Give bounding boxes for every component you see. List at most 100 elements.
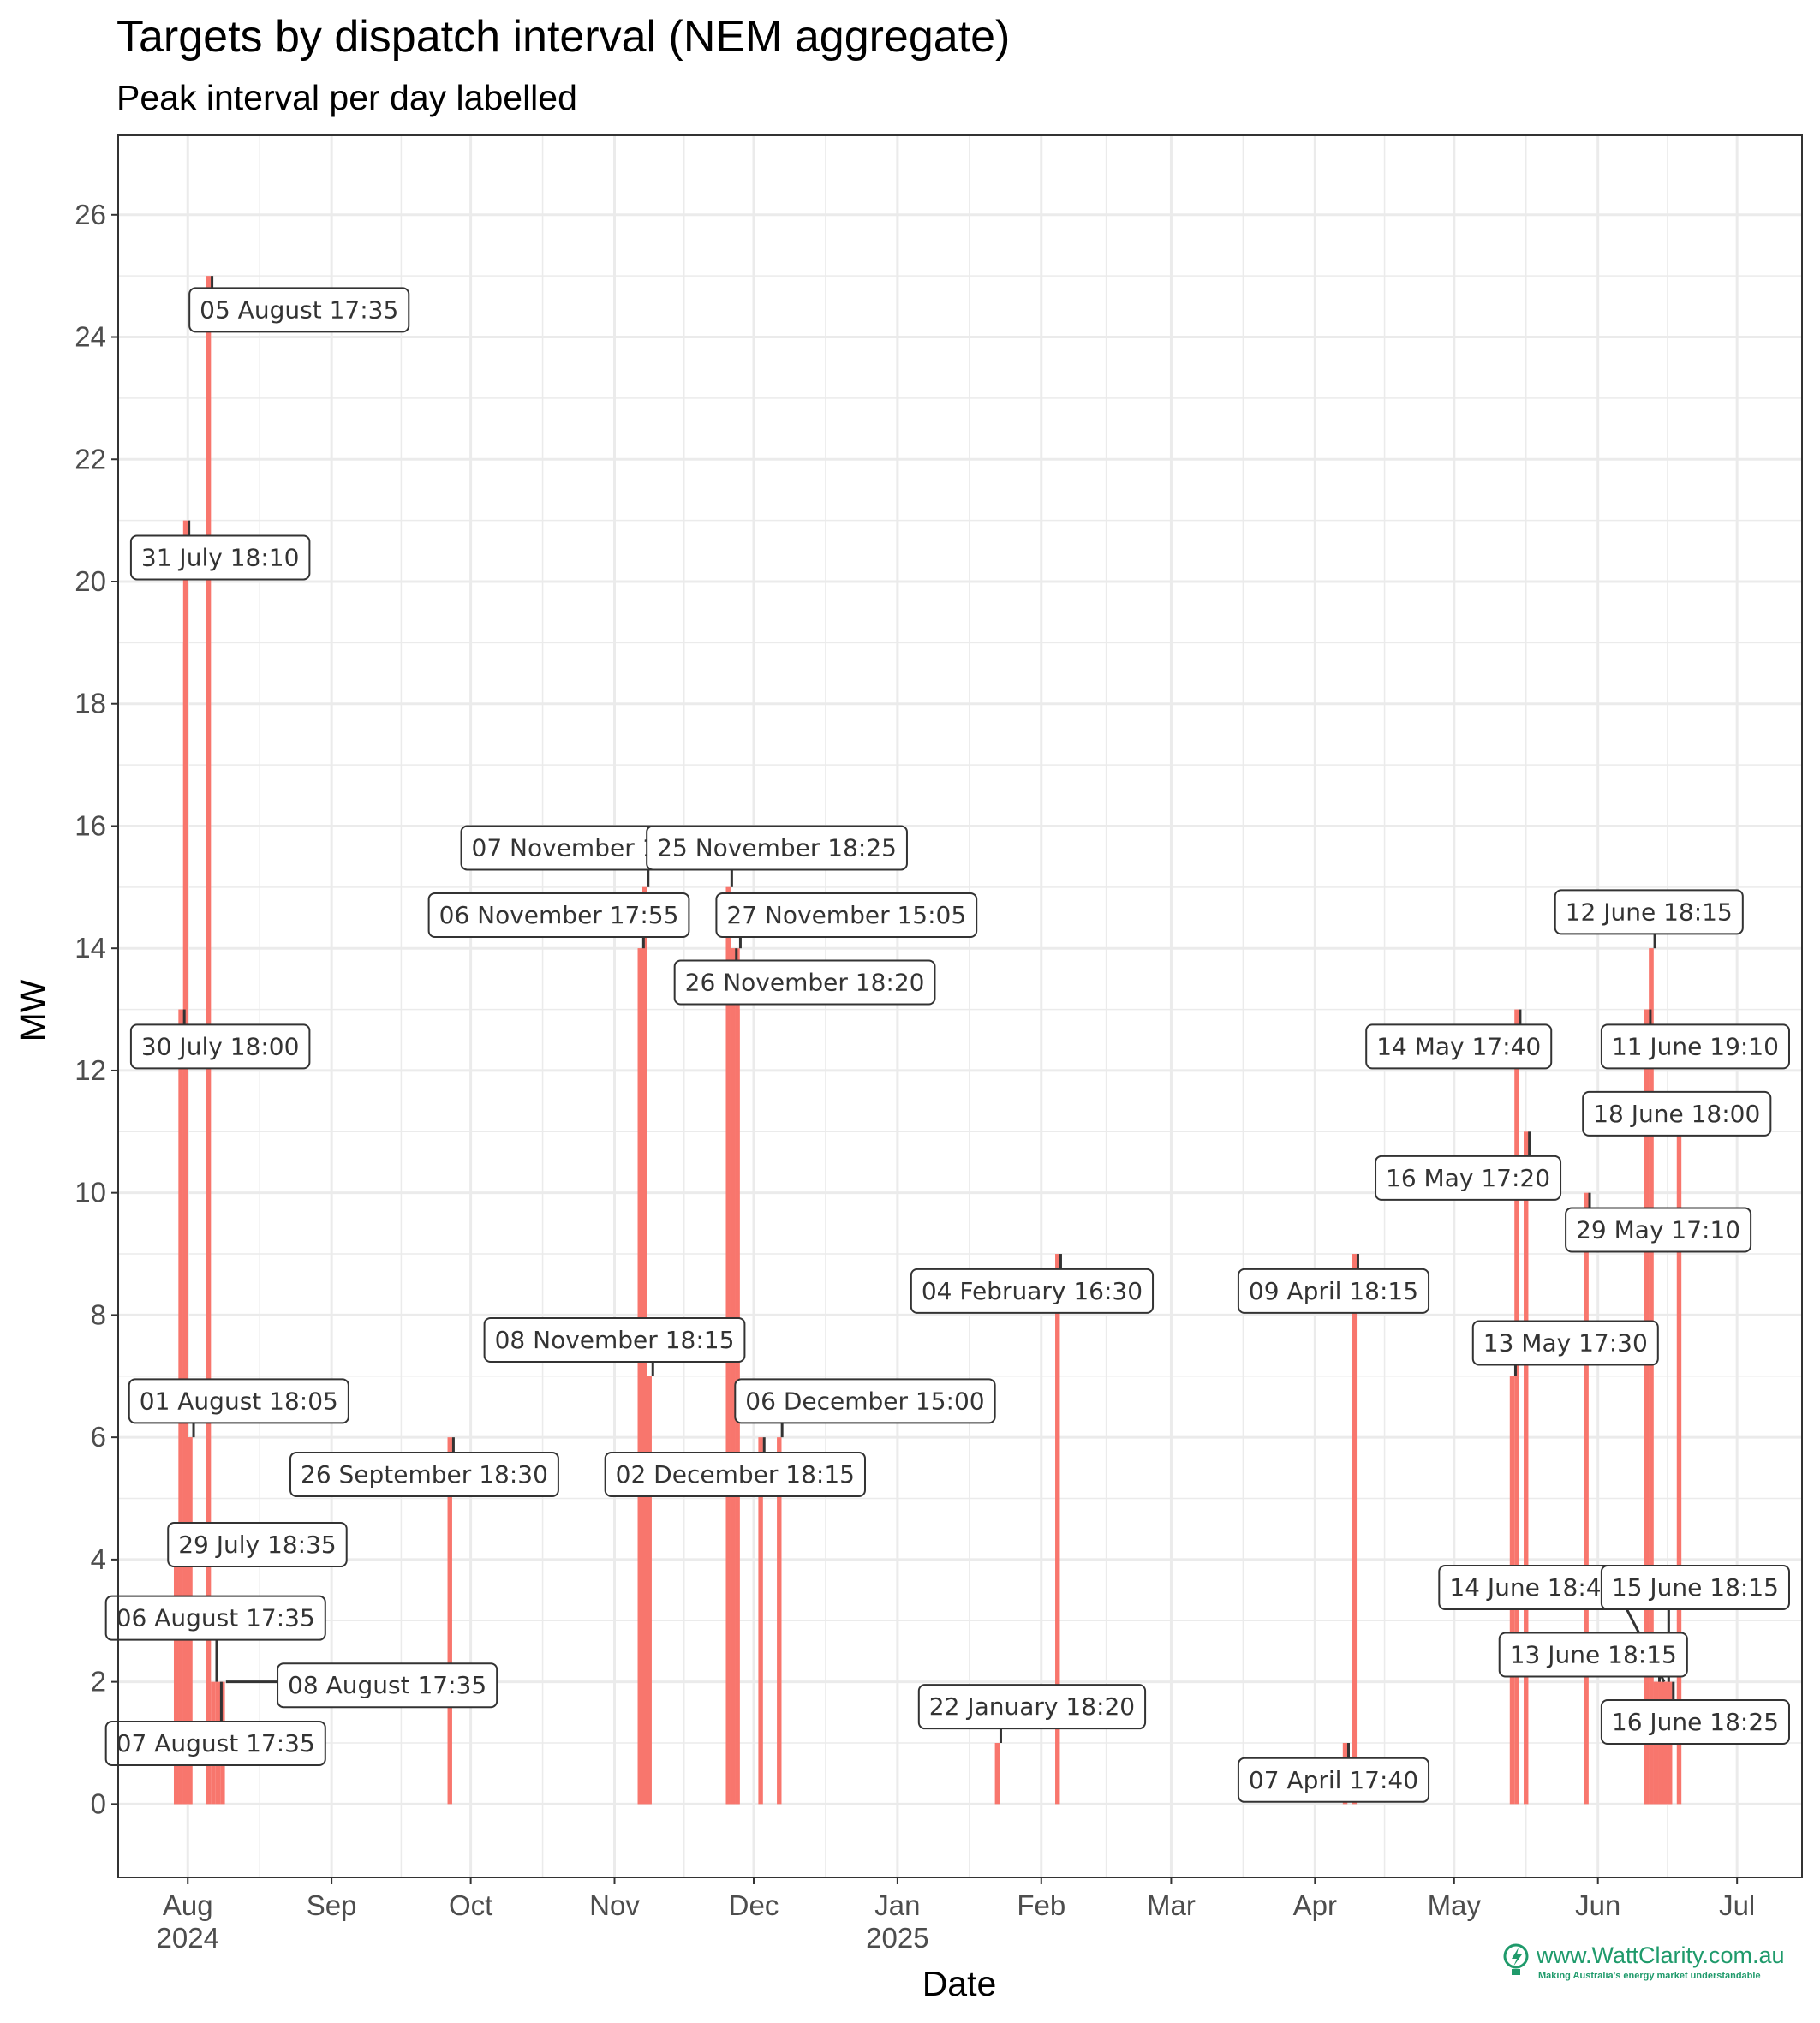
annotation-box xyxy=(1600,1565,1790,1610)
x-tick-label: Feb xyxy=(1017,1889,1065,1921)
x-tick-label: Dec xyxy=(729,1889,779,1921)
annotation-box xyxy=(910,1268,1155,1314)
annotation-box xyxy=(483,1316,746,1363)
annotation-label: 07 August 17:35 xyxy=(116,1729,315,1757)
y-tick-label: 18 xyxy=(75,688,106,719)
bar xyxy=(1352,1254,1358,1805)
x-tick-label: Jan xyxy=(874,1889,920,1921)
annotation-label: 04 February 16:30 xyxy=(922,1277,1143,1305)
annotation-box xyxy=(1600,1699,1790,1746)
y-tick-label: 20 xyxy=(75,565,106,597)
y-tick-label: 4 xyxy=(91,1543,106,1575)
annotation-label: 31 July 18:10 xyxy=(141,543,299,571)
annotation-box xyxy=(1565,1207,1752,1253)
annotation-box xyxy=(104,1720,326,1766)
annotation-label: 15 June 18:15 xyxy=(1612,1573,1779,1602)
plot-area: 05 August 17:35 31 July 18:10 30 July 18:0… xyxy=(104,134,1803,1878)
annotation-label: 26 November 18:20 xyxy=(685,968,925,996)
y-tick-label: 6 xyxy=(91,1421,106,1453)
y-tick-label: 8 xyxy=(91,1298,106,1330)
bar xyxy=(173,1559,179,1805)
bar xyxy=(182,520,188,1805)
logo-tagline: Making Australia's energy market underst… xyxy=(1538,1971,1761,1981)
annotation-box xyxy=(167,1522,348,1568)
annotation-box xyxy=(1554,889,1744,935)
annotation-label: 12 June 18:15 xyxy=(1566,898,1733,926)
bar xyxy=(1524,1131,1529,1805)
y-tick-label: 0 xyxy=(91,1787,106,1819)
bar xyxy=(637,948,643,1805)
bar xyxy=(994,1742,1000,1805)
y-tick-label: 10 xyxy=(75,1177,106,1208)
annotation-box xyxy=(104,1595,326,1641)
annotation-label: 29 May 17:10 xyxy=(1576,1215,1740,1244)
bar xyxy=(447,1437,452,1805)
annotation-box xyxy=(917,1684,1147,1730)
annotation-label: 06 August 17:35 xyxy=(116,1604,315,1632)
annotation-label: 06 November 17:55 xyxy=(439,901,679,929)
annotation-label: 25 November 18:25 xyxy=(657,833,897,862)
annotation-label: 08 August 17:35 xyxy=(288,1671,486,1699)
x-tick-label: May xyxy=(1428,1889,1482,1921)
x-tick-year-label: 2025 xyxy=(866,1922,928,1954)
bar xyxy=(1649,948,1654,1805)
x-tick-label: Aug xyxy=(163,1889,213,1921)
annotation-label: 26 September 18:30 xyxy=(301,1460,548,1489)
annotation-label: 13 May 17:30 xyxy=(1483,1329,1648,1358)
annotation-label: 11 June 19:10 xyxy=(1612,1032,1779,1060)
y-tick-label: 26 xyxy=(75,199,106,230)
annotation-box xyxy=(646,825,908,871)
bar xyxy=(1514,1009,1519,1805)
annotation-box xyxy=(1237,1268,1430,1314)
x-tick-label: Mar xyxy=(1147,1889,1196,1921)
annotation-label: 05 August 17:35 xyxy=(200,295,398,324)
annotation-label: 16 June 18:25 xyxy=(1612,1708,1779,1736)
bar xyxy=(1055,1254,1060,1805)
annotation-label: 07 April 17:40 xyxy=(1249,1766,1418,1794)
annotation-box xyxy=(129,1023,311,1070)
annotation-box xyxy=(604,1451,866,1497)
x-tick-year-label: 2024 xyxy=(157,1922,219,1954)
annotation-box xyxy=(1582,1090,1772,1137)
bar xyxy=(730,948,736,1805)
bar xyxy=(1676,1131,1682,1805)
annotation-box xyxy=(1375,1155,1562,1201)
annotation-label: 27 November 15:05 xyxy=(726,901,966,929)
bar xyxy=(758,1437,763,1805)
x-tick-label: Jul xyxy=(1719,1889,1755,1921)
annotation-label: 29 July 18:35 xyxy=(178,1531,336,1559)
annotation-label: 14 June 18:40 xyxy=(1449,1573,1616,1602)
x-tick-label: Apr xyxy=(1293,1889,1337,1921)
annotation-label: 09 April 18:15 xyxy=(1249,1277,1418,1305)
y-tick-label: 2 xyxy=(91,1666,106,1698)
y-tick-label: 24 xyxy=(75,321,106,353)
annotation-box xyxy=(277,1662,498,1709)
annotation-box xyxy=(289,1451,559,1497)
plot-border xyxy=(117,134,1803,1878)
wattclarity-logo: www.WattClarity.com.au Making Australia'… xyxy=(1503,1942,1785,1981)
annotation-box xyxy=(129,534,311,581)
logo-site: www.WattClarity.com.au xyxy=(1536,1942,1785,1968)
annotation-label: 06 December 15:00 xyxy=(745,1387,984,1415)
y-tick-label: 22 xyxy=(75,443,106,474)
annotation-label: 16 May 17:20 xyxy=(1386,1164,1550,1192)
chart-subtitle: Peak interval per day labelled xyxy=(116,78,577,117)
annotation-box xyxy=(1471,1320,1659,1366)
annotation-box xyxy=(1237,1757,1430,1803)
annotation-box xyxy=(1600,1023,1790,1070)
annotation-box xyxy=(188,287,410,333)
bar xyxy=(777,1437,782,1805)
annotation-label: 22 January 18:20 xyxy=(929,1692,1135,1721)
x-axis-title: Date xyxy=(922,1964,997,2003)
y-tick-label: 12 xyxy=(75,1054,106,1086)
chart-title: Targets by dispatch interval (NEM aggreg… xyxy=(116,12,1010,62)
annotation-label: 02 December 18:15 xyxy=(616,1460,855,1489)
x-tick-label: Nov xyxy=(589,1889,640,1921)
annotation-box xyxy=(128,1378,349,1424)
y-axis-title: MW xyxy=(13,979,52,1041)
annotation-box xyxy=(673,959,936,1006)
bar xyxy=(1584,1192,1589,1805)
annotation-box xyxy=(734,1378,996,1424)
